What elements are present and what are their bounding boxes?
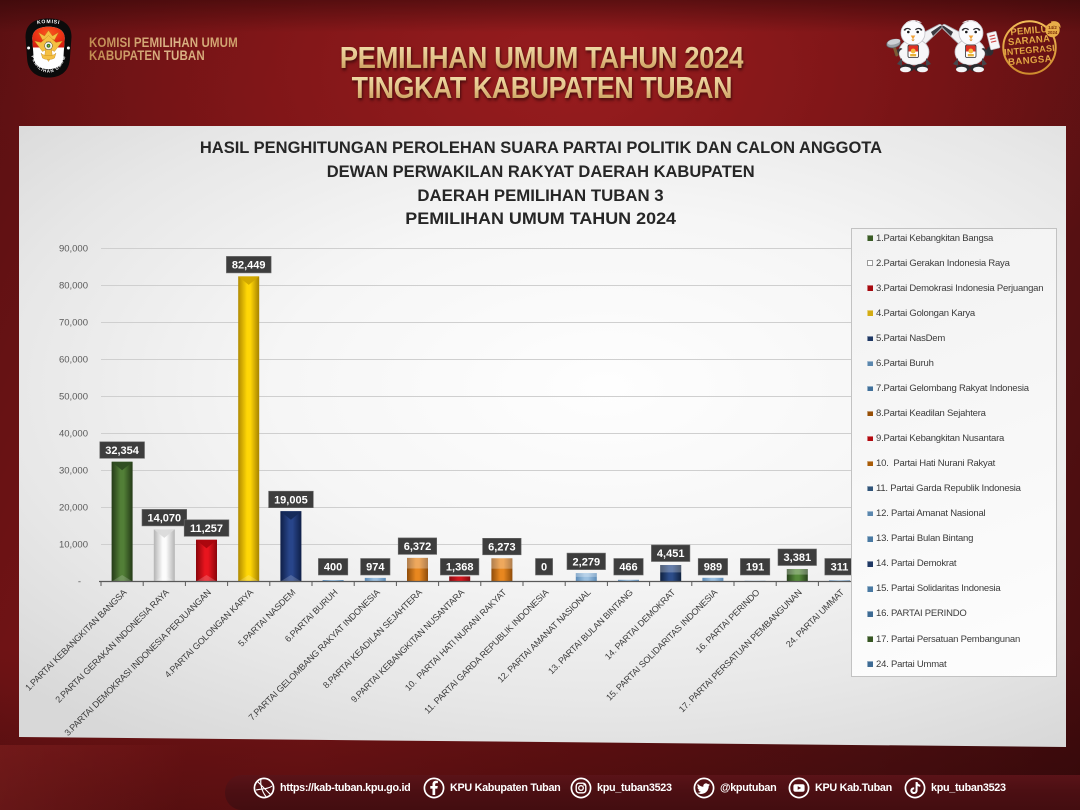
svg-text:10,000: 10,000 [59,540,88,551]
svg-text:14. PARTAI DEMOKRAT: 14. PARTAI DEMOKRAT [603,587,678,662]
svg-text:19,005: 19,005 [274,494,308,506]
svg-text:11,257: 11,257 [190,523,223,535]
svg-text:20,000: 20,000 [59,503,88,514]
svg-text:14,070: 14,070 [147,513,181,525]
svg-text:INTEGRASI: INTEGRASI [1004,43,1055,57]
svg-text:0: 0 [541,562,547,574]
svg-text:60,000: 60,000 [59,355,88,366]
svg-text:-: - [78,577,81,588]
svg-text:14/2: 14/2 [1048,25,1057,30]
svg-text:40,000: 40,000 [59,429,88,440]
svg-text:80,000: 80,000 [59,281,88,292]
svg-text:191: 191 [746,562,764,574]
svg-text:3,381: 3,381 [784,552,812,564]
svg-text:6,372: 6,372 [404,541,432,553]
svg-text:2024: 2024 [1048,30,1058,35]
svg-text:70,000: 70,000 [59,318,88,329]
svg-text:4,451: 4,451 [657,548,685,560]
svg-text:311: 311 [831,562,849,574]
svg-text:4.PARTAI GOLONGAN KARYA: 4.PARTAI GOLONGAN KARYA [163,587,255,679]
svg-text:32,354: 32,354 [105,445,140,457]
svg-text:82,449: 82,449 [232,260,266,272]
svg-text:466: 466 [619,562,637,574]
svg-text:SARANA: SARANA [1008,34,1051,49]
svg-text:400: 400 [324,562,342,574]
svg-text:50,000: 50,000 [59,392,88,403]
svg-text:BANGSA: BANGSA [1008,54,1053,69]
svg-text:90,000: 90,000 [59,244,88,255]
svg-text:974: 974 [366,562,385,574]
svg-text:2,279: 2,279 [573,556,601,568]
svg-text:30,000: 30,000 [59,466,88,477]
svg-text:3.PARTAI DEMOKRASI INDONESIA P: 3.PARTAI DEMOKRASI INDONESIA PERJUANGAN [62,587,212,737]
svg-text:6,273: 6,273 [488,542,516,554]
svg-text:1,368: 1,368 [446,562,474,574]
svg-text:KOMISI: KOMISI [37,19,61,26]
svg-text:13. PARTAI BULAN BINTANG: 13. PARTAI BULAN BINTANG [546,587,635,676]
svg-text:989: 989 [704,562,722,574]
svg-text:PEMILU: PEMILU [1010,24,1048,38]
